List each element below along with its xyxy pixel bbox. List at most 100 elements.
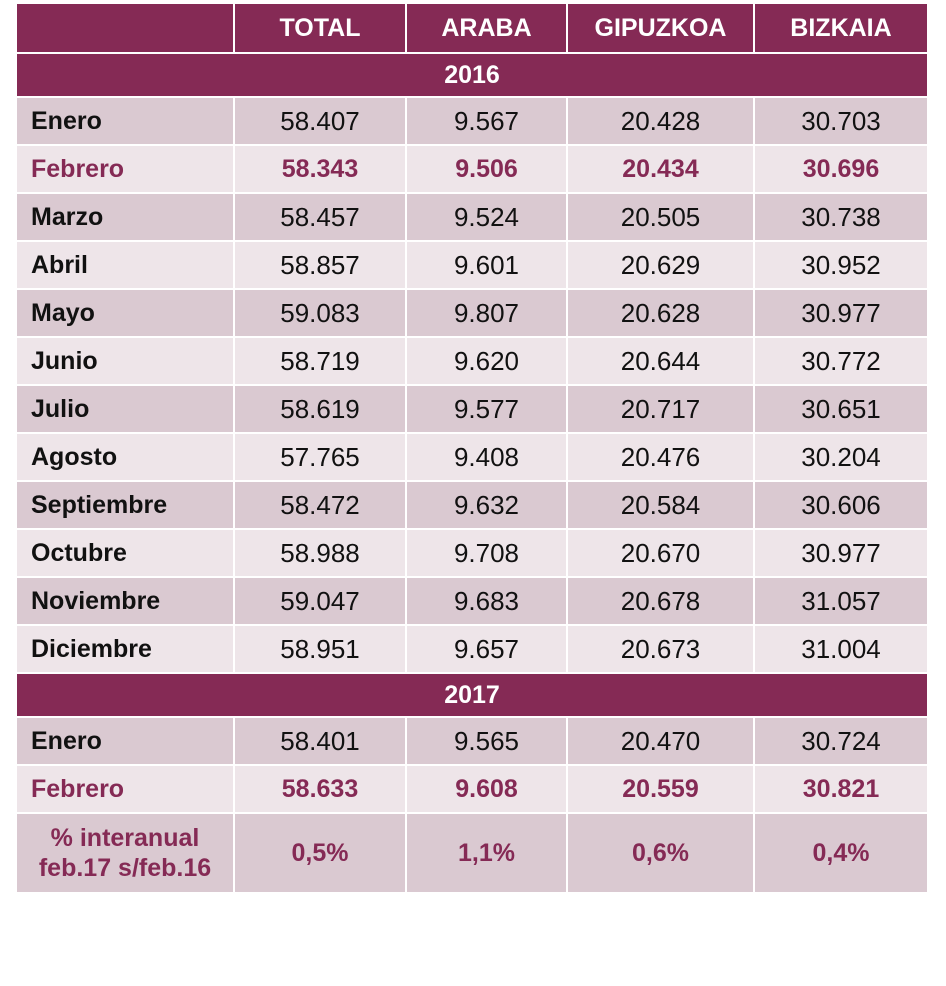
month-label: Febrero bbox=[16, 145, 234, 193]
month-label: Noviembre bbox=[16, 577, 234, 625]
value-cell: 30.952 bbox=[754, 241, 928, 289]
table-row: Abril 58.857 9.601 20.629 30.952 bbox=[16, 241, 928, 289]
interannual-label-line2: feb.17 s/feb.16 bbox=[17, 853, 233, 883]
value-cell: 9.577 bbox=[406, 385, 567, 433]
value-cell: 30.703 bbox=[754, 97, 928, 145]
header-row: TOTAL ARABA GIPUZKOA BIZKAIA bbox=[16, 3, 928, 53]
value-cell: 9.601 bbox=[406, 241, 567, 289]
value-cell: 9.683 bbox=[406, 577, 567, 625]
value-cell: 9.608 bbox=[406, 765, 567, 813]
value-cell: 58.719 bbox=[234, 337, 406, 385]
table-row: Mayo 59.083 9.807 20.628 30.977 bbox=[16, 289, 928, 337]
table-row: Octubre 58.988 9.708 20.670 30.977 bbox=[16, 529, 928, 577]
month-label: Julio bbox=[16, 385, 234, 433]
interannual-label: % interanual feb.17 s/feb.16 bbox=[16, 813, 234, 893]
value-cell: 58.472 bbox=[234, 481, 406, 529]
value-cell: 20.644 bbox=[567, 337, 754, 385]
value-cell: 30.724 bbox=[754, 717, 928, 765]
table-row: Febrero 58.633 9.608 20.559 30.821 bbox=[16, 765, 928, 813]
value-cell: 20.559 bbox=[567, 765, 754, 813]
table-row: Diciembre 58.951 9.657 20.673 31.004 bbox=[16, 625, 928, 673]
value-cell: 9.567 bbox=[406, 97, 567, 145]
month-label: Marzo bbox=[16, 193, 234, 241]
month-label: Junio bbox=[16, 337, 234, 385]
value-cell: 31.004 bbox=[754, 625, 928, 673]
value-cell: 9.657 bbox=[406, 625, 567, 673]
value-cell: 30.772 bbox=[754, 337, 928, 385]
table-row: Junio 58.719 9.620 20.644 30.772 bbox=[16, 337, 928, 385]
interannual-value: 0,4% bbox=[754, 813, 928, 893]
interannual-value: 1,1% bbox=[406, 813, 567, 893]
value-cell: 31.057 bbox=[754, 577, 928, 625]
table-row: Julio 58.619 9.577 20.717 30.651 bbox=[16, 385, 928, 433]
value-cell: 20.434 bbox=[567, 145, 754, 193]
value-cell: 30.606 bbox=[754, 481, 928, 529]
value-cell: 58.633 bbox=[234, 765, 406, 813]
table-row: Noviembre 59.047 9.683 20.678 31.057 bbox=[16, 577, 928, 625]
value-cell: 30.204 bbox=[754, 433, 928, 481]
month-label: Febrero bbox=[16, 765, 234, 813]
value-cell: 30.821 bbox=[754, 765, 928, 813]
value-cell: 30.651 bbox=[754, 385, 928, 433]
year-label: 2016 bbox=[16, 53, 928, 97]
value-cell: 9.632 bbox=[406, 481, 567, 529]
value-cell: 58.401 bbox=[234, 717, 406, 765]
interannual-value: 0,5% bbox=[234, 813, 406, 893]
header-gipuzkoa: GIPUZKOA bbox=[567, 3, 754, 53]
header-araba: ARABA bbox=[406, 3, 567, 53]
value-cell: 58.457 bbox=[234, 193, 406, 241]
table-row: Agosto 57.765 9.408 20.476 30.204 bbox=[16, 433, 928, 481]
value-cell: 59.083 bbox=[234, 289, 406, 337]
value-cell: 57.765 bbox=[234, 433, 406, 481]
value-cell: 20.629 bbox=[567, 241, 754, 289]
value-cell: 30.738 bbox=[754, 193, 928, 241]
interannual-value: 0,6% bbox=[567, 813, 754, 893]
header-bizkaia: BIZKAIA bbox=[754, 3, 928, 53]
value-cell: 20.673 bbox=[567, 625, 754, 673]
value-cell: 9.408 bbox=[406, 433, 567, 481]
table-row: Septiembre 58.472 9.632 20.584 30.606 bbox=[16, 481, 928, 529]
value-cell: 20.670 bbox=[567, 529, 754, 577]
month-label: Abril bbox=[16, 241, 234, 289]
value-cell: 20.717 bbox=[567, 385, 754, 433]
month-label: Enero bbox=[16, 717, 234, 765]
value-cell: 58.988 bbox=[234, 529, 406, 577]
month-label: Enero bbox=[16, 97, 234, 145]
month-label: Diciembre bbox=[16, 625, 234, 673]
year-row: 2017 bbox=[16, 673, 928, 717]
month-label: Septiembre bbox=[16, 481, 234, 529]
value-cell: 30.696 bbox=[754, 145, 928, 193]
value-cell: 9.807 bbox=[406, 289, 567, 337]
table-row: Febrero 58.343 9.506 20.434 30.696 bbox=[16, 145, 928, 193]
month-label: Agosto bbox=[16, 433, 234, 481]
value-cell: 59.047 bbox=[234, 577, 406, 625]
year-label: 2017 bbox=[16, 673, 928, 717]
interannual-label-line1: % interanual bbox=[17, 823, 233, 853]
value-cell: 20.628 bbox=[567, 289, 754, 337]
table-row: Marzo 58.457 9.524 20.505 30.738 bbox=[16, 193, 928, 241]
data-table: TOTAL ARABA GIPUZKOA BIZKAIA 2016 Enero 58… bbox=[15, 2, 929, 894]
value-cell: 20.470 bbox=[567, 717, 754, 765]
header-corner bbox=[16, 3, 234, 53]
value-cell: 58.951 bbox=[234, 625, 406, 673]
value-cell: 20.476 bbox=[567, 433, 754, 481]
month-label: Octubre bbox=[16, 529, 234, 577]
value-cell: 9.524 bbox=[406, 193, 567, 241]
value-cell: 20.505 bbox=[567, 193, 754, 241]
value-cell: 9.708 bbox=[406, 529, 567, 577]
interannual-row: % interanual feb.17 s/feb.16 0,5% 1,1% 0,6% 0… bbox=[16, 813, 928, 893]
value-cell: 30.977 bbox=[754, 289, 928, 337]
table-body: 2016 Enero 58.407 9.567 20.428 30.703 Febrero 5… bbox=[16, 53, 928, 893]
header-total: TOTAL bbox=[234, 3, 406, 53]
value-cell: 20.678 bbox=[567, 577, 754, 625]
value-cell: 58.619 bbox=[234, 385, 406, 433]
value-cell: 20.428 bbox=[567, 97, 754, 145]
value-cell: 9.620 bbox=[406, 337, 567, 385]
value-cell: 58.407 bbox=[234, 97, 406, 145]
value-cell: 30.977 bbox=[754, 529, 928, 577]
value-cell: 58.857 bbox=[234, 241, 406, 289]
value-cell: 9.506 bbox=[406, 145, 567, 193]
value-cell: 9.565 bbox=[406, 717, 567, 765]
table-row: Enero 58.407 9.567 20.428 30.703 bbox=[16, 97, 928, 145]
value-cell: 20.584 bbox=[567, 481, 754, 529]
